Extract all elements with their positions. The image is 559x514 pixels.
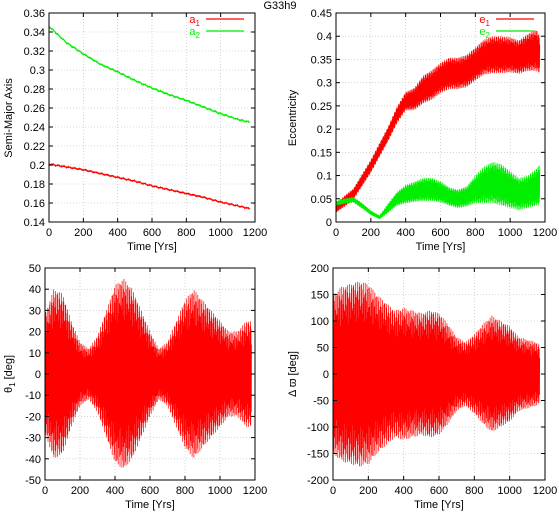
x-tick-label: 600 xyxy=(141,485,159,497)
y-tick-label: 100 xyxy=(311,316,329,328)
y-tick-label: 0.16 xyxy=(24,198,45,210)
x-tick-label: 1000 xyxy=(498,227,522,239)
y-tick-label: -20 xyxy=(25,411,41,423)
x-tick-label: 400 xyxy=(108,227,126,239)
y-tick-label: 0.18 xyxy=(24,179,45,191)
figure-title: G33h9 xyxy=(263,0,296,12)
y-tick-label: -30 xyxy=(25,433,41,445)
series-line-series-0 xyxy=(332,281,541,467)
y-tick-label: 0.45 xyxy=(311,8,332,20)
x-tick-label: 1200 xyxy=(533,227,557,239)
x-tick-label: 400 xyxy=(106,485,124,497)
x-tick-label: 400 xyxy=(396,227,414,239)
x-tick-label: 1200 xyxy=(243,227,267,239)
y-tick-label: 0.14 xyxy=(24,217,45,229)
panel-eccentricity: 0 200 400 600 800 1000 1200 0 0.05 0.1 0.15 0.2 0.25… xyxy=(287,8,557,253)
y-tick-label: 0.2 xyxy=(317,124,332,136)
x-tick-label: 1200 xyxy=(533,485,557,497)
y-tick-label: 40 xyxy=(29,284,41,296)
y-tick-label: 0.22 xyxy=(24,141,45,153)
legend-label-a1: a1 xyxy=(189,14,200,28)
x-tick-label: 1000 xyxy=(497,485,521,497)
y-tick-label: -200 xyxy=(307,475,329,487)
y-tick-label: 0 xyxy=(326,217,332,229)
y-tick-label: 0.3 xyxy=(317,78,332,90)
x-tick-label: 0 xyxy=(46,227,52,239)
y-axis-label: θ1 [deg] xyxy=(3,355,17,393)
series-line-series-0 xyxy=(44,278,252,468)
series-line-a1 xyxy=(48,162,251,210)
y-tick-label: -100 xyxy=(307,422,329,434)
y-tick-label: -10 xyxy=(25,390,41,402)
y-tick-label: 0.3 xyxy=(30,65,45,77)
y-tick-label: 0.26 xyxy=(24,103,45,115)
y-tick-label: 0.05 xyxy=(311,194,332,206)
x-tick-label: 200 xyxy=(362,227,380,239)
x-tick-label: 800 xyxy=(466,227,484,239)
y-tick-label: 0.2 xyxy=(30,160,45,172)
x-tick-label: 600 xyxy=(143,227,161,239)
y-tick-label: 0.36 xyxy=(24,8,45,20)
y-tick-label: 0.4 xyxy=(317,31,332,43)
y-tick-label: 30 xyxy=(29,305,41,317)
y-tick-label: 0.35 xyxy=(311,54,332,66)
x-axis-label: Time [Yrs] xyxy=(416,241,466,253)
y-tick-label: 0.1 xyxy=(317,171,332,183)
y-tick-label: 10 xyxy=(29,348,41,360)
x-tick-label: 600 xyxy=(430,485,448,497)
y-tick-label: 0.32 xyxy=(24,46,45,58)
y-tick-label: 200 xyxy=(311,263,329,275)
y-tick-label: -40 xyxy=(25,454,41,466)
x-tick-label: 200 xyxy=(74,227,92,239)
y-tick-label: -50 xyxy=(25,475,41,487)
x-tick-label: 400 xyxy=(394,485,412,497)
x-tick-label: 800 xyxy=(465,485,483,497)
x-tick-label: 0 xyxy=(42,485,48,497)
x-tick-label: 1200 xyxy=(243,485,267,497)
y-tick-label: 20 xyxy=(29,327,41,339)
x-tick-label: 0 xyxy=(333,227,339,239)
x-tick-label: 800 xyxy=(176,485,194,497)
y-tick-label: 150 xyxy=(311,290,329,302)
x-tick-label: 800 xyxy=(177,227,195,239)
panel-semi-major-axis: 0 200 400 600 800 1000 1200 0.14 0.16 0.18 0.2 0.22… xyxy=(3,8,267,253)
x-tick-label: 0 xyxy=(330,485,336,497)
y-axis-label: Δ ϖ [deg] xyxy=(287,351,299,397)
panel-delta-varpi: 0 200 400 600 800 1000 1200 -200 -150 -100 -50 0 50 1… xyxy=(287,263,557,511)
y-tick-label: 0.28 xyxy=(24,84,45,96)
y-tick-label: 0.25 xyxy=(311,101,332,113)
y-axis-label: Semi-Major Axis xyxy=(3,78,15,158)
x-tick-label: 1000 xyxy=(208,485,232,497)
legend-label-e2: e2 xyxy=(479,26,490,40)
x-tick-label: 600 xyxy=(431,227,449,239)
x-tick-label: 200 xyxy=(359,485,377,497)
panel-theta1: 0 200 400 600 800 1000 1200 -50 -40 -30 -20 -10 0 10 2… xyxy=(3,263,267,511)
y-tick-label: 0.34 xyxy=(24,27,45,39)
y-tick-label: 50 xyxy=(317,343,329,355)
x-tick-label: 1000 xyxy=(208,227,232,239)
x-axis-label: Time [Yrs] xyxy=(414,499,464,511)
series-line-e2 xyxy=(335,161,541,219)
series-line-e1 xyxy=(335,30,541,213)
x-axis-label: Time [Yrs] xyxy=(127,241,177,253)
y-tick-label: 0.24 xyxy=(24,122,45,134)
legend-label-e1: e1 xyxy=(479,14,490,28)
y-axis-label: Eccentricity xyxy=(287,89,299,146)
y-tick-label: 50 xyxy=(29,263,41,275)
x-tick-label: 200 xyxy=(71,485,89,497)
y-tick-label: 0 xyxy=(323,369,329,381)
y-tick-label: 0.15 xyxy=(311,147,332,159)
legend-label-a2: a2 xyxy=(189,26,200,40)
x-axis-label: Time [Yrs] xyxy=(125,499,175,511)
y-tick-label: -50 xyxy=(313,396,329,408)
y-tick-label: -150 xyxy=(307,449,329,461)
y-tick-label: 0 xyxy=(35,369,41,381)
series-line-a2 xyxy=(48,25,251,123)
